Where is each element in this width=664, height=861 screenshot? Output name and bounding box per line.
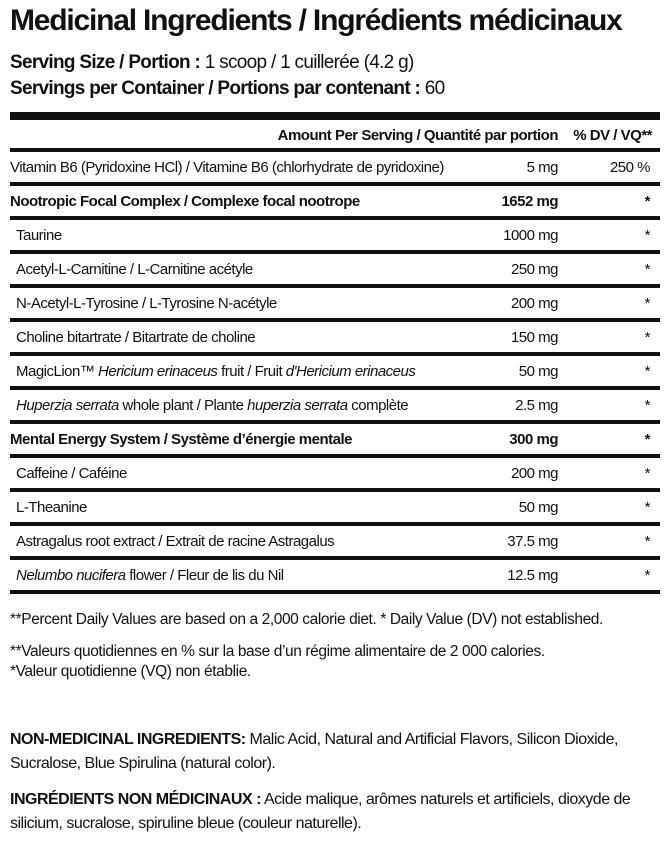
- ingredient-name-part: MagicLion™: [16, 363, 99, 380]
- ingredient-name: L-Theanine: [16, 499, 87, 516]
- ingredient-name-part: huperzia serrata: [247, 397, 348, 414]
- ingredient-dv: *: [644, 329, 651, 346]
- ingredient-name-part: fruit / Fruit: [217, 363, 286, 380]
- footnote-3: *Valeur quotidienne (VQ) non établie.: [10, 663, 251, 680]
- ingredient-name-part: Caffeine / Caféine: [16, 465, 127, 482]
- ingredient-dv: *: [644, 431, 651, 448]
- table-row: L-Theanine 50 mg *: [10, 492, 660, 526]
- ingredient-dv: *: [644, 261, 651, 278]
- footnote-2: **Valeurs quotidiennes en % sur la base …: [10, 643, 545, 660]
- ingredient-dv: *: [644, 227, 651, 244]
- ingredient-dv: *: [644, 465, 651, 482]
- ingredient-name: N-Acetyl-L-Tyrosine / L-Tyrosine N-acéty…: [16, 295, 277, 312]
- ingredient-name-part: Nootropic Focal Complex / Complexe focal…: [10, 193, 360, 210]
- non-medicinal-ingredients-en: NON-MEDICINAL INGREDIENTS: Malic Acid, N…: [10, 728, 650, 776]
- ingredient-amount: 1000 mg: [503, 227, 558, 244]
- ingredient-name-part: L-Theanine: [16, 499, 87, 516]
- ingredient-name-part: Acetyl-L-Carnitine / L-Carnitine acétyle: [16, 261, 253, 278]
- ingredient-name-part: Astragalus root extract / Extrait de rac…: [16, 533, 335, 550]
- ingredient-name: Mental Energy System / Système d’énergie…: [10, 431, 352, 448]
- non-medicinal-text-fr: Acide malique, arômes naturels et artifi…: [10, 791, 631, 832]
- ingredient-dv: *: [644, 295, 651, 312]
- table-row: Astragalus root extract / Extrait de rac…: [10, 526, 660, 560]
- ingredient-dv: *: [644, 397, 651, 414]
- ingredient-dv: *: [644, 567, 651, 584]
- ingredient-name: Acetyl-L-Carnitine / L-Carnitine acétyle: [16, 261, 253, 278]
- servings-per-container-label: Servings per Container / Portions par co…: [10, 78, 421, 99]
- ingredient-amount: 300 mg: [509, 431, 558, 448]
- table-row: Taurine 1000 mg *: [10, 220, 660, 254]
- ingredient-name-part: flower / Fleur de lis du Nil: [125, 567, 284, 584]
- non-medicinal-label-en: NON-MEDICINAL INGREDIENTS:: [10, 731, 246, 748]
- ingredient-dv: *: [644, 533, 651, 550]
- ingredient-name: Nelumbo nucifera flower / Fleur de lis d…: [16, 567, 284, 584]
- ingredient-name: Huperzia serrata whole plant / Plante hu…: [16, 397, 409, 414]
- ingredient-name-part: Choline bitartrate / Bitartrate de choli…: [16, 329, 256, 346]
- non-medicinal-label-fr: INGRÉDIENTS NON MÉDICINAUX :: [10, 791, 261, 808]
- ingredient-amount: 5 mg: [526, 159, 559, 176]
- ingredient-name-part: Mental Energy System / Système d’énergie…: [10, 431, 352, 448]
- ingredient-amount: 50 mg: [518, 499, 559, 516]
- ingredient-dv: *: [644, 499, 651, 516]
- ingredient-amount: 2.5 mg: [515, 397, 558, 414]
- table-group-row: Nootropic Focal Complex / Complexe focal…: [10, 186, 660, 220]
- table-group-row: Mental Energy System / Système d’énergie…: [10, 424, 660, 458]
- table-header: Amount Per Serving / Quantité par portio…: [10, 120, 660, 152]
- servings-per-container: Servings per Container / Portions par co…: [10, 78, 445, 100]
- ingredients-table: Amount Per Serving / Quantité par portio…: [10, 112, 660, 594]
- ingredient-amount: 250 mg: [510, 261, 559, 278]
- ingredient-name-part: d'Hericium erinaceus: [285, 363, 416, 380]
- table-row: MagicLion™ Hericium erinaceus fruit / Fr…: [10, 356, 660, 390]
- ingredient-name-part: whole plant / Plante: [118, 397, 248, 414]
- ingredient-amount: 37.5 mg: [507, 533, 558, 550]
- table-row: Acetyl-L-Carnitine / L-Carnitine acétyle…: [10, 254, 660, 288]
- ingredient-name: Choline bitartrate / Bitartrate de choli…: [16, 329, 256, 346]
- ingredient-name-part: Huperzia serrata: [16, 397, 119, 414]
- serving-size-value: 1 scoop / 1 cuillerée (4.2 g): [204, 52, 415, 73]
- ingredient-amount: 50 mg: [518, 363, 559, 380]
- ingredient-name-part: Hericium erinaceus: [98, 363, 218, 380]
- table-row: Nelumbo nucifera flower / Fleur de lis d…: [10, 560, 660, 594]
- table-row: Caffeine / Caféine 200 mg *: [10, 458, 660, 492]
- ingredient-amount: 200 mg: [510, 465, 559, 482]
- table-row: N-Acetyl-L-Tyrosine / L-Tyrosine N-acéty…: [10, 288, 660, 322]
- ingredient-amount: 1652 mg: [501, 193, 558, 210]
- ingredient-name: Taurine: [16, 227, 62, 244]
- serving-size-label: Serving Size / Portion :: [10, 52, 201, 73]
- footnote-1: **Percent Daily Values are based on a 2,…: [10, 611, 603, 628]
- dv-header: % DV / VQ**: [573, 127, 652, 144]
- ingredient-amount: 150 mg: [510, 329, 559, 346]
- servings-per-container-value: 60: [424, 78, 445, 99]
- ingredient-name: Vitamin B6 (Pyridoxine HCl) / Vitamine B…: [10, 159, 444, 176]
- ingredient-name: Nootropic Focal Complex / Complexe focal…: [10, 193, 360, 210]
- table-row: Vitamin B6 (Pyridoxine HCl) / Vitamine B…: [10, 152, 660, 186]
- ingredient-name-part: Nelumbo nucifera: [16, 567, 126, 584]
- ingredient-dv: 250 %: [609, 159, 651, 176]
- page-title: Medicinal Ingredients / Ingrédients médi…: [10, 4, 623, 37]
- ingredient-name-part: N-Acetyl-L-Tyrosine / L-Tyrosine N-acéty…: [16, 295, 277, 312]
- serving-size: Serving Size / Portion : 1 scoop / 1 cui…: [10, 52, 414, 74]
- ingredient-name: Astragalus root extract / Extrait de rac…: [16, 533, 335, 550]
- ingredient-dv: *: [644, 193, 651, 210]
- ingredient-amount: 200 mg: [510, 295, 559, 312]
- ingredient-amount: 12.5 mg: [507, 567, 558, 584]
- table-row: Choline bitartrate / Bitartrate de choli…: [10, 322, 660, 356]
- non-medicinal-text-en: Malic Acid, Natural and Artificial Flavo…: [10, 731, 618, 772]
- ingredient-dv: *: [644, 363, 651, 380]
- amount-header: Amount Per Serving / Quantité par portio…: [277, 127, 559, 144]
- ingredient-name: MagicLion™ Hericium erinaceus fruit / Fr…: [16, 363, 416, 380]
- ingredient-name-part: complète: [347, 397, 409, 414]
- ingredient-name-part: Vitamin B6 (Pyridoxine HCl) / Vitamine B…: [10, 159, 444, 176]
- ingredient-name: Caffeine / Caféine: [16, 465, 127, 482]
- ingredient-name-part: Taurine: [16, 227, 62, 244]
- non-medicinal-ingredients-fr: INGRÉDIENTS NON MÉDICINAUX : Acide maliq…: [10, 788, 650, 836]
- table-row: Huperzia serrata whole plant / Plante hu…: [10, 390, 660, 424]
